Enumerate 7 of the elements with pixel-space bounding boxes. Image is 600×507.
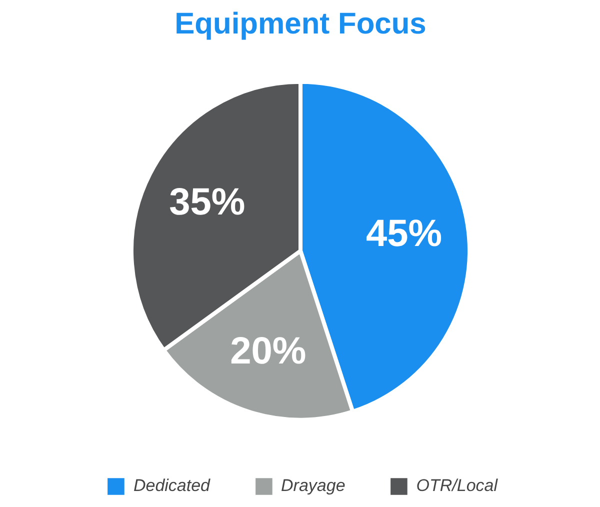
legend-label: Dedicated xyxy=(133,476,210,496)
legend-label: OTR/Local xyxy=(416,476,498,496)
data-label: 20% xyxy=(230,330,306,373)
legend-label: Drayage xyxy=(281,476,346,496)
data-label: 45% xyxy=(366,213,442,256)
data-label: 35% xyxy=(169,182,246,224)
chart-title: Equipment Focus xyxy=(174,8,426,40)
